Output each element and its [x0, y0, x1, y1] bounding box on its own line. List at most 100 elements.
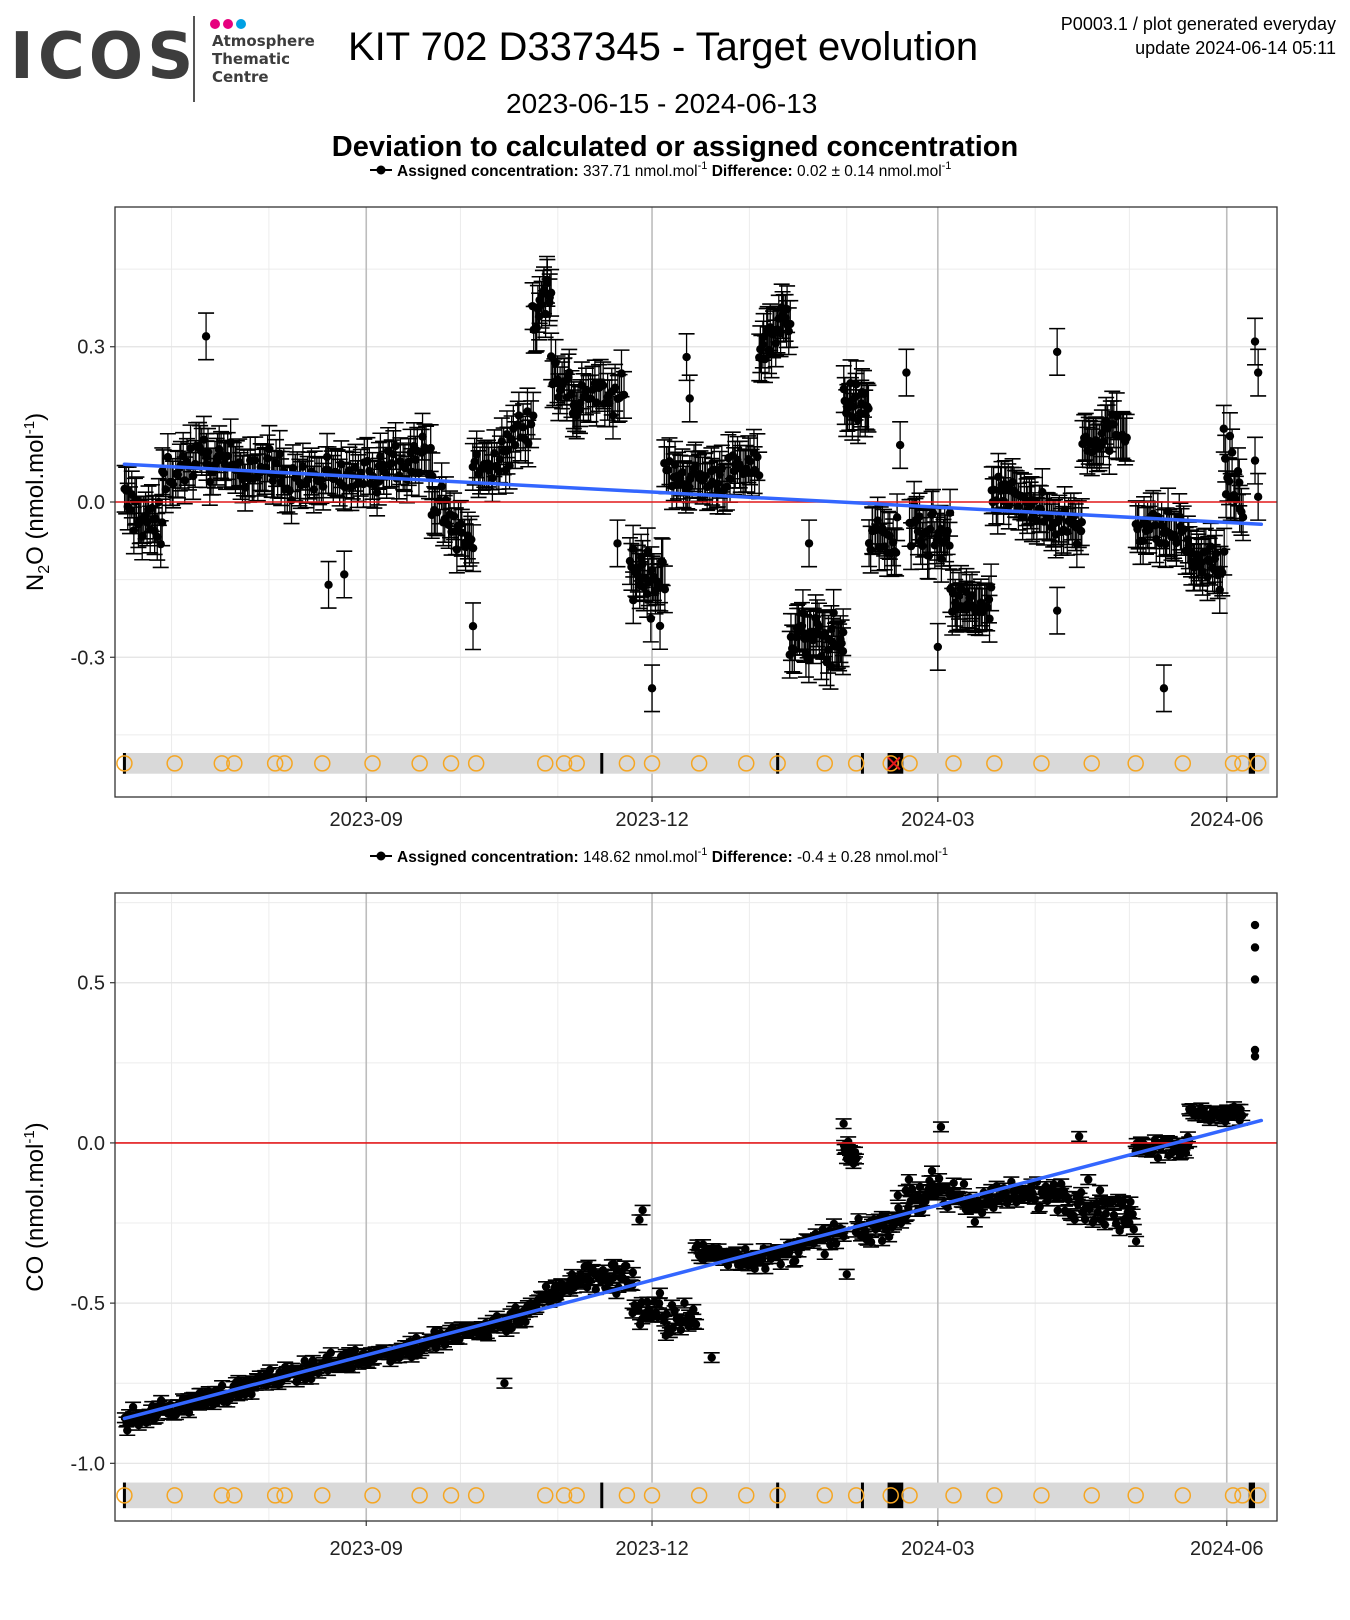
data-point [1053, 606, 1061, 614]
x-tick-label: 2023-12 [615, 809, 688, 831]
data-point [629, 1268, 637, 1276]
data-point [541, 310, 549, 318]
data-point [867, 1238, 875, 1246]
data-point [864, 404, 872, 412]
data-point [902, 368, 910, 376]
data-point [158, 518, 166, 526]
data-point [620, 391, 628, 399]
data-point [599, 381, 607, 389]
data-point [761, 1265, 769, 1273]
data-point [686, 394, 694, 402]
data-point [327, 1348, 335, 1356]
data-point [805, 539, 813, 547]
y-tick-label: -0.3 [71, 647, 105, 669]
data-point [181, 476, 189, 484]
data-point [661, 585, 669, 593]
data-point [551, 359, 559, 367]
data-point [427, 444, 435, 452]
data-point [202, 332, 210, 340]
legend-text: Assigned concentration: 337.71 nmol.mol-… [397, 160, 951, 180]
data-point [821, 1250, 829, 1258]
data-point [1077, 527, 1085, 535]
data-point [340, 570, 348, 578]
data-point [1228, 448, 1236, 456]
data-point [470, 457, 478, 465]
data-point [247, 1390, 255, 1398]
data-point [498, 437, 506, 445]
data-point [934, 643, 942, 651]
data-point [565, 369, 573, 377]
legend-difference-value: 0.02 ± 0.14 nmol.mol [797, 163, 942, 180]
y-tick-label: 0.3 [77, 337, 105, 359]
data-point [1212, 549, 1220, 557]
y-axis-label-part: O (nmol.mol [22, 434, 49, 565]
data-point [1122, 434, 1130, 442]
data-point [893, 513, 901, 521]
data-point [892, 548, 900, 556]
y-axis-label-sub: 2 [36, 565, 53, 574]
data-point [656, 622, 664, 630]
legend-sup: -1 [698, 160, 708, 172]
data-points [117, 256, 1267, 711]
x-tick-label: 2023-09 [330, 809, 403, 831]
data-point [852, 1155, 860, 1163]
data-point [1239, 513, 1247, 521]
data-point [263, 454, 271, 462]
data-point [529, 412, 537, 420]
data-point [647, 614, 655, 622]
data-point [324, 581, 332, 589]
data-point [682, 353, 690, 361]
data-point [852, 380, 860, 388]
data-point [496, 455, 504, 463]
data-point [164, 453, 172, 461]
data-point [323, 453, 331, 461]
data-point [547, 289, 555, 297]
data-point [844, 1138, 852, 1146]
data-point [157, 540, 165, 548]
data-point [1251, 337, 1259, 345]
data-point [896, 441, 904, 449]
y-tick-label: 0.0 [77, 492, 105, 514]
data-point [656, 1289, 664, 1297]
data-point [613, 539, 621, 547]
data-point [189, 472, 197, 480]
data-point [755, 471, 763, 479]
data-point [1254, 493, 1262, 501]
data-point [469, 622, 477, 630]
data-point [786, 320, 794, 328]
data-point [467, 535, 475, 543]
data-point [840, 1232, 848, 1240]
charts-canvas: 0.3 0.0 -0.3 2023-09 2023-12 2024-03 2024-06 N2… [0, 0, 1350, 1620]
y-axis-label-part: N [22, 574, 49, 591]
data-point [785, 327, 793, 335]
data-point [609, 411, 617, 419]
data-point [985, 615, 993, 623]
data-point [866, 545, 874, 553]
flag-line [600, 753, 603, 774]
data-point [1053, 348, 1061, 356]
chart-panel-2: 0.50.0-0.5-1.02023-09 2023-12 2024-03 2024-… [21, 846, 1277, 1560]
data-point [664, 466, 672, 474]
data-point [1078, 518, 1086, 526]
data-points [117, 921, 1259, 1435]
legend-assigned-value: 337.71 nmol.mol [583, 163, 698, 180]
data-point [753, 453, 761, 461]
data-point [488, 474, 496, 482]
legend-key-point [377, 166, 386, 175]
flag-band [123, 1483, 1269, 1509]
data-point [469, 544, 477, 552]
data-point [839, 628, 847, 636]
x-tick-label: 2024-03 [901, 809, 974, 831]
data-point [692, 1320, 700, 1328]
data-point [162, 485, 170, 493]
x-tick-label: 2024-06 [1190, 809, 1263, 831]
data-point [791, 1257, 799, 1265]
data-point [527, 420, 535, 428]
data-point [1055, 514, 1063, 522]
data-point [1226, 432, 1234, 440]
y-axis-label-sup: -1 [21, 421, 38, 434]
data-point [123, 1426, 131, 1434]
data-point [1161, 540, 1169, 548]
y-axis-label-part: ) [22, 413, 49, 421]
data-point [1220, 547, 1228, 555]
